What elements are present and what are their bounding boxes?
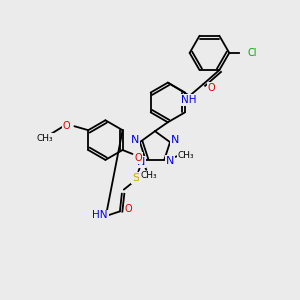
Text: N: N	[166, 156, 174, 166]
Text: NH: NH	[181, 95, 197, 105]
Text: O: O	[125, 204, 133, 214]
Text: N: N	[171, 135, 179, 145]
Text: CH₃: CH₃	[140, 171, 157, 180]
Text: HN: HN	[92, 210, 108, 220]
Text: O: O	[208, 83, 215, 93]
Text: CH₃: CH₃	[36, 134, 53, 142]
Text: Cl: Cl	[247, 48, 256, 58]
Text: S: S	[132, 173, 139, 183]
Text: CH₃: CH₃	[178, 152, 194, 160]
Text: N: N	[131, 135, 139, 145]
Text: O: O	[63, 121, 70, 131]
Text: O: O	[135, 153, 142, 163]
Text: N: N	[136, 157, 145, 167]
